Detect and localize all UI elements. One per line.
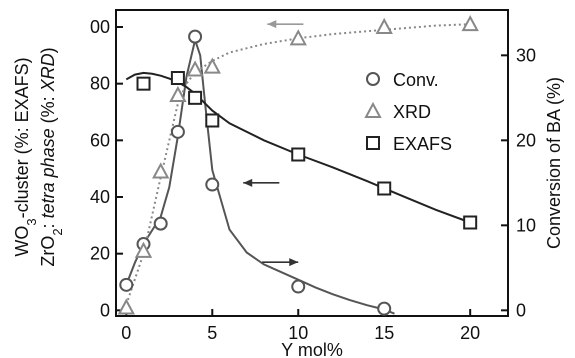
marker-circle (188, 29, 203, 44)
marker-square (188, 90, 203, 105)
y-left-axis-title-zro2: ZrO2: tetra phase (%: XRD) (38, 47, 65, 266)
legend-marker-circle (366, 72, 380, 86)
x-axis-title: Y mol% (281, 340, 343, 358)
marker-triangle (375, 17, 393, 34)
marker-triangle (134, 241, 153, 258)
arrow-head (243, 178, 253, 187)
y-left-tick-label: 40 (90, 187, 110, 207)
x-tick-label: 10 (288, 323, 308, 343)
y-right-tick-label: 30 (516, 45, 536, 65)
y-left-tick-label: 80 (90, 74, 110, 94)
marker-square (170, 71, 185, 85)
marker-triangle (117, 298, 135, 315)
arrow-head (267, 20, 277, 29)
marker-square (291, 147, 306, 162)
marker-triangle (461, 15, 479, 32)
axis-labels-group: Y mol% WO3-cluster (%: EXAFS)ZrO2: tetra … (12, 47, 564, 358)
marker-triangle (289, 29, 307, 46)
y-left-tick-label: 00 (90, 17, 110, 37)
fit-line-xrd (125, 23, 471, 306)
x-tick-label: 15 (374, 323, 394, 343)
x-tick-label: 20 (460, 323, 480, 343)
legend: Conv. XRD EXAFS (364, 70, 452, 154)
marker-circle (153, 216, 168, 231)
legend-label: Conv. (393, 70, 439, 90)
marker-triangle (169, 85, 187, 102)
marker-square (136, 76, 151, 91)
marker-circle (291, 279, 306, 294)
marker-triangle (152, 162, 170, 179)
marker-circle (119, 277, 134, 292)
marker-circle (205, 177, 220, 192)
y-right-tick-label: 10 (516, 215, 536, 235)
legend-marker-square (366, 136, 380, 150)
y-right-tick-label: 20 (516, 130, 536, 150)
legend-label: XRD (393, 102, 431, 122)
y-left-tick-label: 60 (90, 130, 110, 150)
arrow-head (289, 258, 299, 267)
legend-marker-triangle (364, 101, 382, 118)
marker-triangle (186, 60, 204, 77)
marker-square (463, 215, 478, 230)
x-tick-label: 0 (121, 323, 131, 343)
marker-circle (377, 301, 392, 316)
marker-circle (170, 124, 185, 139)
fit-lines-group (125, 23, 471, 315)
markers-group (117, 15, 479, 316)
y-right-axis-title: Conversion of BA (%) (544, 77, 564, 249)
fit-line-exafs (125, 71, 471, 224)
x-tick-label: 5 (207, 323, 217, 343)
y-left-tick-label: 0 (100, 300, 110, 320)
y-right-tick-label: 0 (516, 300, 526, 320)
legend-label: EXAFS (393, 134, 452, 154)
y-left-tick-label: 20 (90, 244, 110, 264)
plot-frame (115, 9, 509, 317)
arrows-group (243, 20, 304, 267)
y-left-axis-title-wo3: WO3-cluster (%: EXAFS) (12, 57, 39, 256)
marker-square (205, 113, 220, 128)
marker-square (377, 181, 392, 196)
marker-triangle (203, 57, 221, 74)
